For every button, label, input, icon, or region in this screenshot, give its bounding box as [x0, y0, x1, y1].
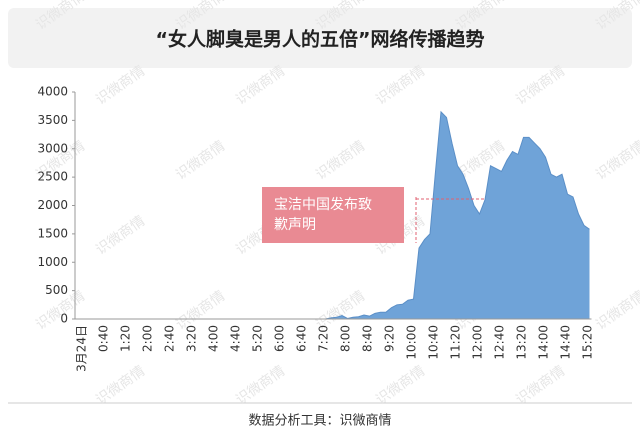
x-tick-label: 10:40: [427, 325, 441, 360]
x-tick-label: 4:00: [207, 325, 221, 352]
watermark: 识微商情: [93, 363, 148, 408]
y-tick-label: 0: [60, 312, 68, 326]
x-tick-label: 3月24日: [75, 325, 89, 372]
x-tick-label: 12:40: [493, 325, 507, 360]
chart-title: “女人脚臭是男人的五倍”网络传播趋势: [156, 28, 485, 51]
x-tick-label: 7:20: [317, 325, 331, 352]
y-tick-label: 1500: [37, 226, 68, 240]
x-tick-label: 8:00: [339, 325, 353, 352]
x-tick-label: 10:00: [405, 325, 419, 360]
x-tick-label: 9:20: [383, 325, 397, 352]
x-tick-label: 5:20: [251, 325, 265, 352]
annotation-box: [262, 187, 404, 243]
x-tick-label: 14:40: [559, 325, 573, 360]
watermark: 识微商情: [373, 63, 428, 108]
y-tick-label: 2500: [37, 170, 68, 184]
watermark: 识微商情: [593, 288, 640, 333]
x-tick-label: 2:00: [141, 325, 155, 352]
watermark: 识微商情: [593, 138, 640, 183]
y-tick-label: 500: [45, 283, 68, 297]
annotation-text: 歉声明: [274, 216, 316, 233]
y-tick-label: 3500: [37, 113, 68, 127]
watermark: 识微商情: [513, 63, 568, 108]
y-tick-label: 4000: [37, 85, 68, 99]
y-tick-label: 3000: [37, 141, 68, 155]
x-tick-label: 8:40: [361, 325, 375, 352]
x-tick-label: 4:40: [229, 325, 243, 352]
x-tick-label: 6:00: [273, 325, 287, 352]
watermark: 识微商情: [233, 363, 288, 408]
watermark: 识微商情: [173, 138, 228, 183]
footer: 数据分析工具：识微商情: [248, 414, 391, 429]
x-tick-label: 13:20: [515, 325, 529, 360]
annotation-text: 宝洁中国发布致: [274, 197, 372, 213]
x-tick-label: 3:20: [185, 325, 199, 352]
x-tick-label: 11:20: [449, 325, 463, 360]
x-tick-label: 1:20: [119, 325, 133, 352]
x-tick-label: 12:00: [471, 325, 485, 360]
x-tick-label: 14:00: [537, 325, 551, 360]
watermark: 识微商情: [93, 213, 148, 258]
title-banner: [8, 8, 632, 68]
area: [78, 111, 590, 319]
x-tick-label: 2:40: [163, 325, 177, 352]
watermark: 识微商情: [93, 63, 148, 108]
watermark: 识微商情: [513, 363, 568, 408]
y-tick-label: 1000: [37, 255, 68, 269]
x-tick-label: 0:40: [97, 325, 111, 352]
watermark: 识微商情: [373, 363, 428, 408]
watermark: 识微商情: [313, 138, 368, 183]
watermark: 识微商情: [233, 63, 288, 108]
y-tick-label: 2000: [37, 198, 68, 212]
x-tick-label: 6:40: [295, 325, 309, 352]
x-tick-label: 15:20: [581, 325, 595, 360]
